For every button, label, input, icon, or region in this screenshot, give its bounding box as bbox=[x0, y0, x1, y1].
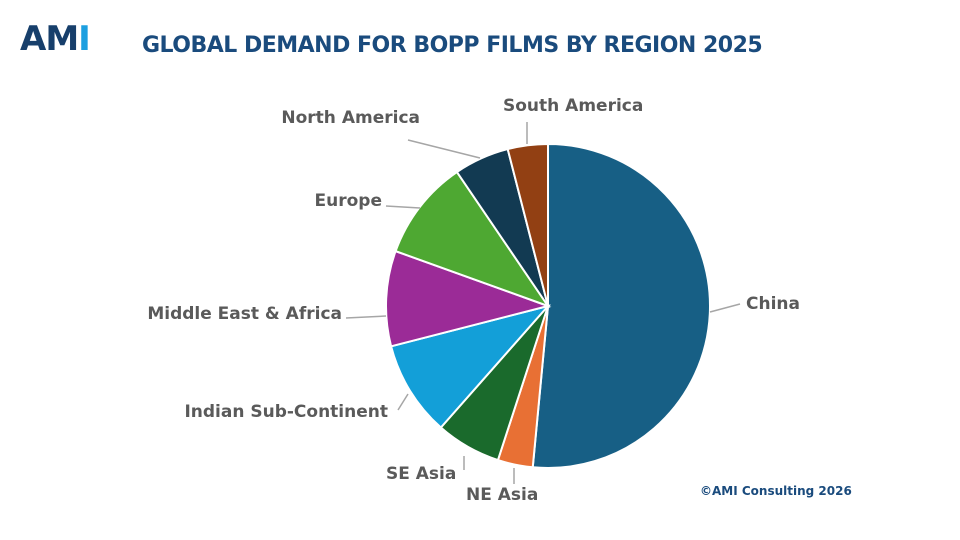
slice-label-south-america: South America bbox=[503, 96, 643, 116]
pie-slice-middle-east-africa bbox=[385, 249, 552, 348]
logo-text: AM bbox=[20, 19, 79, 59]
slice-label-ne-asia: NE Asia bbox=[466, 485, 538, 505]
ami-logo: AMI bbox=[20, 19, 91, 59]
pie-slice-europe bbox=[394, 170, 551, 308]
slice-label-china: China bbox=[746, 294, 800, 314]
logo-accent-letter: I bbox=[78, 19, 91, 59]
pie-slice-south-america bbox=[506, 142, 549, 307]
leader-line-europe bbox=[385, 205, 421, 209]
leader-line-indian-sub-continent bbox=[397, 393, 409, 411]
chart-title: GLOBAL DEMAND FOR BOPP FILMS BY REGION 2… bbox=[142, 33, 763, 58]
slice-label-indian-sub-continent: Indian Sub-Continent bbox=[184, 402, 388, 422]
pie-slice-china bbox=[531, 142, 711, 469]
copyright-notice: ©AMI Consulting 2026 bbox=[700, 484, 852, 498]
slice-label-middle-east-africa: Middle East & Africa bbox=[147, 304, 342, 324]
leader-line-north-america bbox=[407, 139, 481, 159]
leader-line-china bbox=[709, 303, 741, 313]
slice-label-north-america: North America bbox=[281, 108, 420, 128]
slice-label-europe: Europe bbox=[315, 191, 382, 211]
leader-line-middle-east-africa bbox=[345, 315, 387, 319]
slice-label-se-asia: SE Asia bbox=[386, 464, 456, 484]
